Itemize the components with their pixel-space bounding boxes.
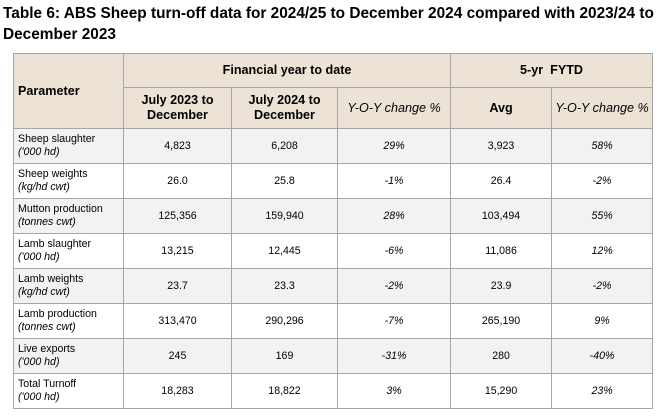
header-financial-year-to-date: Financial year to date [122,53,452,88]
parameter-name: Sheep slaughter [18,133,96,145]
value-july-2023: 245 [123,338,232,374]
value-july-2024: 12,445 [231,233,338,269]
header-avg: Avg [450,87,553,129]
parameter-cell: Lamb weights (kg/hd cwt) [13,268,124,304]
parameter-name: Total Turnoff [18,378,77,390]
parameter-cell: Sheep weights (kg/hd cwt) [13,163,124,199]
parameter-cell: Lamb slaughter ('000 hd) [13,233,124,269]
parameter-name: Lamb weights [18,273,84,285]
parameter-unit: (tonnes cwt) [18,216,76,228]
header-july-2023: July 2023 to December [123,87,232,129]
value-july-2023: 23.7 [123,268,232,304]
parameter-unit: ('000 hd) [18,391,60,403]
value-5yr-avg: 3,923 [450,128,553,164]
parameter-cell: Live exports ('000 hd) [13,338,124,374]
value-july-2024: 25.8 [231,163,338,199]
value-5yr-avg: 11,086 [450,233,553,269]
value-yoy-change: 28% [336,198,452,234]
parameter-name: Mutton production [18,203,103,215]
parameter-unit: (tonnes cwt) [18,321,76,333]
value-yoy-change: -7% [336,303,452,339]
parameter-cell: Lamb production (tonnes cwt) [13,303,124,339]
table-title: Table 6: ABS Sheep turn-off data for 202… [3,5,654,43]
value-july-2024: 159,940 [231,198,338,234]
value-july-2024: 169 [231,338,338,374]
value-july-2024: 6,208 [231,128,338,164]
value-july-2024: 23.3 [231,268,338,304]
value-5yr-avg: 23.9 [450,268,553,304]
value-5yr-yoy-change: 23% [551,373,654,409]
value-5yr-avg: 103,494 [450,198,553,234]
value-july-2024: 290,296 [231,303,338,339]
value-yoy-change: 3% [336,373,452,409]
header-5yr-yoy-change: Y-O-Y change % [551,87,654,129]
value-july-2023: 313,470 [123,303,232,339]
table-row: Mutton production (tonnes cwt) 125,356 159,… [13,198,654,234]
parameter-name: Live exports [18,343,76,355]
value-july-2023: 18,283 [123,373,232,409]
table-row: Total Turnoff ('000 hd) 18,283 18,822 3% 15,2… [13,373,654,409]
value-5yr-yoy-change: 12% [551,233,654,269]
value-july-2023: 4,823 [123,128,232,164]
header-july-2024: July 2024 to December [231,87,338,129]
parameter-cell: Sheep slaughter ('000 hd) [13,128,124,164]
parameter-unit: (kg/hd cwt) [18,286,70,298]
parameter-unit: (kg/hd cwt) [18,181,70,193]
value-5yr-avg: 265,190 [450,303,553,339]
table-row: Lamb slaughter ('000 hd) 13,215 12,445 -6% 11… [13,233,654,269]
value-5yr-avg: 280 [450,338,553,374]
value-july-2023: 125,356 [123,198,232,234]
value-yoy-change: 29% [336,128,452,164]
value-5yr-avg: 26.4 [450,163,553,199]
table-row: Sheep slaughter ('000 hd) 4,823 6,208 29% 3,9… [13,128,654,164]
value-july-2023: 13,215 [123,233,232,269]
header-yoy-change: Y-O-Y change % [336,87,452,129]
parameter-unit: ('000 hd) [18,356,60,368]
header-5yr-fytd: 5-yr FYTD [450,53,654,88]
value-5yr-yoy-change: -2% [551,268,654,304]
value-5yr-yoy-change: 55% [551,198,654,234]
parameter-cell: Total Turnoff ('000 hd) [13,373,124,409]
sheep-turnoff-table: Parameter Financial year to date 5-yr FY… [13,53,654,409]
table-row: Live exports ('000 hd) 245 169 -31% 280 -40% [13,338,654,374]
parameter-name: Sheep weights [18,168,88,180]
value-yoy-change: -1% [336,163,452,199]
value-5yr-yoy-change: 58% [551,128,654,164]
header-parameter: Parameter [13,53,124,129]
value-july-2023: 26.0 [123,163,232,199]
value-yoy-change: -31% [336,338,452,374]
table-row: Lamb production (tonnes cwt) 313,470 290,29… [13,303,654,339]
table-row: Lamb weights (kg/hd cwt) 23.7 23.3 -2% 23.9 -2… [13,268,654,304]
value-yoy-change: -2% [336,268,452,304]
parameter-unit: ('000 hd) [18,146,60,158]
value-july-2024: 18,822 [231,373,338,409]
parameter-name: Lamb slaughter [18,238,92,250]
value-5yr-yoy-change: 9% [551,303,654,339]
parameter-name: Lamb production [18,308,97,320]
table-row: Sheep weights (kg/hd cwt) 26.0 25.8 -1% 26.4-… [13,163,654,199]
value-yoy-change: -6% [336,233,452,269]
parameter-unit: ('000 hd) [18,251,60,263]
parameter-cell: Mutton production (tonnes cwt) [13,198,124,234]
value-5yr-yoy-change: -40% [551,338,654,374]
value-5yr-avg: 15,290 [450,373,553,409]
value-5yr-yoy-change: -2% [551,163,654,199]
